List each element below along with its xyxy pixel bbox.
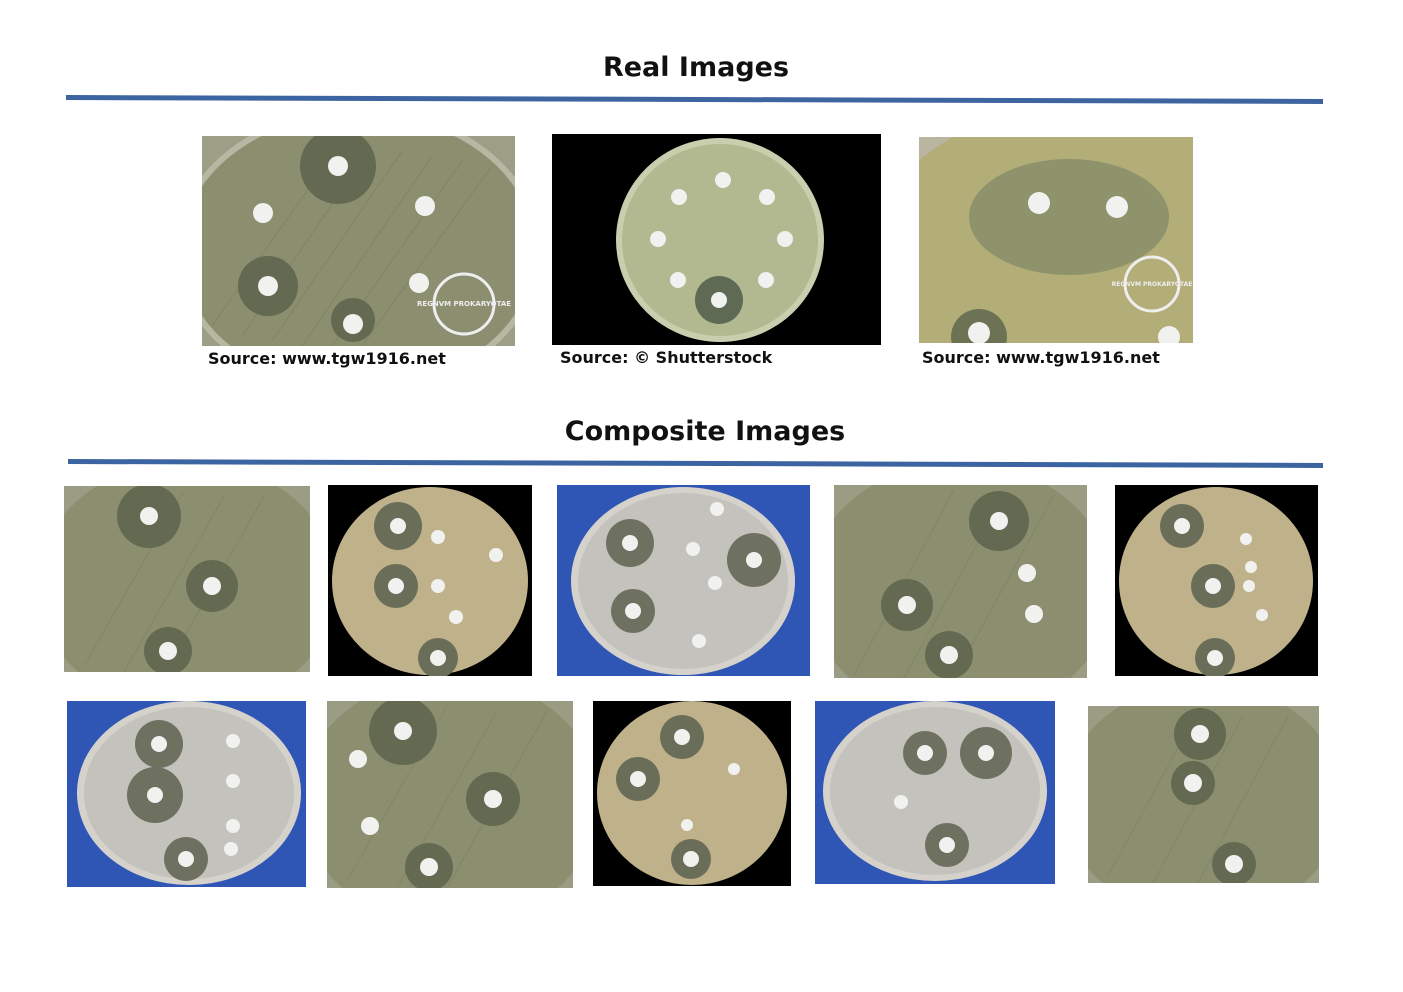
real-image-agar-plate-2 (552, 134, 881, 345)
real-images-title: Real Images (602, 52, 790, 83)
real-image-3-watermark: REGNVM PROKARYOTAE (1112, 281, 1193, 288)
composite-image-5 (1115, 485, 1318, 676)
composite-image-4 (834, 485, 1087, 678)
real-image-1-source: Source: www.tgw1916.net (208, 349, 446, 368)
composite-image-8 (593, 701, 791, 886)
composite-image-2 (328, 485, 532, 676)
real-image-agar-plate-3: REGNVM PROKARYOTAE (919, 137, 1193, 343)
real-image-3-source: Source: www.tgw1916.net (922, 348, 1160, 367)
composite-image-6 (67, 701, 306, 887)
real-image-agar-plate-1: REGNVM PROKARYOTAE (202, 136, 515, 346)
composite-images-divider (67, 459, 1324, 468)
composite-image-1 (64, 486, 310, 672)
composite-image-9 (815, 701, 1055, 884)
real-image-1-watermark: REGNVM PROKARYOTAE (417, 300, 511, 308)
composite-image-3 (557, 485, 810, 676)
real-image-2-source: Source: © Shutterstock (560, 348, 773, 367)
composite-image-7 (327, 701, 573, 888)
composite-image-10 (1088, 706, 1319, 883)
real-images-divider (65, 95, 1324, 104)
composite-images-title: Composite Images (564, 416, 846, 447)
